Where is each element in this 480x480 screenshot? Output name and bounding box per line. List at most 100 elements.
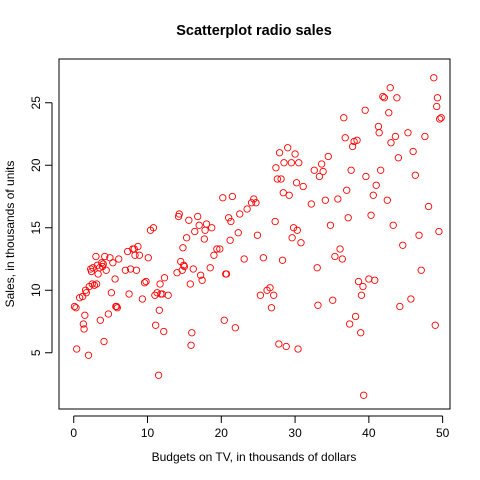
data-point — [161, 275, 167, 281]
data-point — [110, 260, 116, 266]
data-point — [93, 253, 99, 259]
chart-title: Scatterplot radio sales — [176, 23, 332, 39]
data-point — [108, 290, 114, 296]
x-tick-label: 40 — [362, 426, 376, 440]
data-point — [97, 317, 103, 323]
data-point — [298, 240, 304, 246]
data-point — [342, 135, 348, 141]
y-tick-label: 25 — [29, 96, 43, 110]
data-point — [157, 281, 163, 287]
data-point — [145, 255, 151, 261]
data-point — [289, 235, 295, 241]
data-point — [241, 256, 247, 262]
data-point — [209, 225, 215, 231]
data-point — [327, 222, 333, 228]
data-point — [370, 192, 376, 198]
data-point — [260, 255, 266, 261]
data-point — [152, 322, 158, 328]
data-point — [436, 228, 442, 234]
data-point — [126, 291, 132, 297]
data-point — [332, 253, 338, 259]
data-point — [322, 197, 328, 203]
y-tick-label: 5 — [29, 349, 43, 356]
y-tick-label: 20 — [29, 158, 43, 172]
data-point — [101, 338, 107, 344]
data-point — [237, 211, 243, 217]
data-point — [337, 246, 343, 252]
data-point — [418, 267, 424, 273]
data-point — [283, 343, 289, 349]
data-point — [388, 140, 394, 146]
data-point — [201, 236, 207, 242]
data-point — [272, 218, 278, 224]
data-point — [189, 330, 195, 336]
data-point — [196, 222, 202, 228]
data-point — [394, 95, 400, 101]
data-point — [105, 311, 111, 317]
data-point — [253, 200, 259, 206]
data-point — [85, 352, 91, 358]
data-point — [376, 130, 382, 136]
x-tick-label: 0 — [70, 426, 77, 440]
y-axis: 5 10 15 20 25 — [29, 96, 52, 356]
data-point — [315, 302, 321, 308]
data-points — [71, 75, 444, 399]
data-point — [73, 305, 79, 311]
data-point — [422, 133, 428, 139]
data-point — [180, 245, 186, 251]
data-point — [408, 296, 414, 302]
data-point — [95, 271, 101, 277]
data-point — [74, 346, 80, 352]
data-point — [438, 115, 444, 121]
data-point — [386, 110, 392, 116]
data-point — [228, 218, 234, 224]
y-tick-label: 15 — [29, 221, 43, 235]
data-point — [425, 203, 431, 209]
data-point — [220, 195, 226, 201]
data-point — [186, 217, 192, 223]
data-point — [232, 325, 238, 331]
data-point — [390, 222, 396, 228]
data-point — [235, 230, 241, 236]
data-point — [352, 313, 358, 319]
data-point — [395, 155, 401, 161]
data-point — [314, 265, 320, 271]
data-point — [432, 322, 438, 328]
data-point — [295, 346, 301, 352]
data-point — [284, 145, 290, 151]
data-point — [366, 276, 372, 282]
data-point — [360, 283, 366, 289]
data-point — [335, 196, 341, 202]
data-point — [375, 123, 381, 129]
data-point — [156, 307, 162, 313]
data-point — [225, 215, 231, 221]
data-point — [339, 256, 345, 262]
data-point — [244, 206, 250, 212]
y-tick-label: 10 — [29, 283, 43, 297]
data-point — [288, 160, 294, 166]
data-point — [308, 201, 314, 207]
data-point — [278, 176, 284, 182]
data-point — [341, 115, 347, 121]
data-point — [158, 291, 164, 297]
data-point — [133, 267, 139, 273]
data-point — [190, 266, 196, 272]
data-point — [281, 160, 287, 166]
data-point — [363, 173, 369, 179]
x-axis: 0 10 20 30 40 50 — [70, 416, 449, 440]
data-point — [372, 277, 378, 283]
data-point — [187, 281, 193, 287]
data-point — [296, 160, 302, 166]
data-point — [155, 372, 161, 378]
data-point — [416, 232, 422, 238]
data-point — [211, 252, 217, 258]
data-point — [405, 130, 411, 136]
data-point — [165, 292, 171, 298]
data-point — [254, 232, 260, 238]
data-point — [221, 317, 227, 323]
data-point — [362, 107, 368, 113]
data-point — [400, 242, 406, 248]
x-axis-label: Budgets on TV, in thousands of dollars — [152, 450, 357, 464]
data-point — [368, 212, 374, 218]
data-point — [412, 172, 418, 178]
